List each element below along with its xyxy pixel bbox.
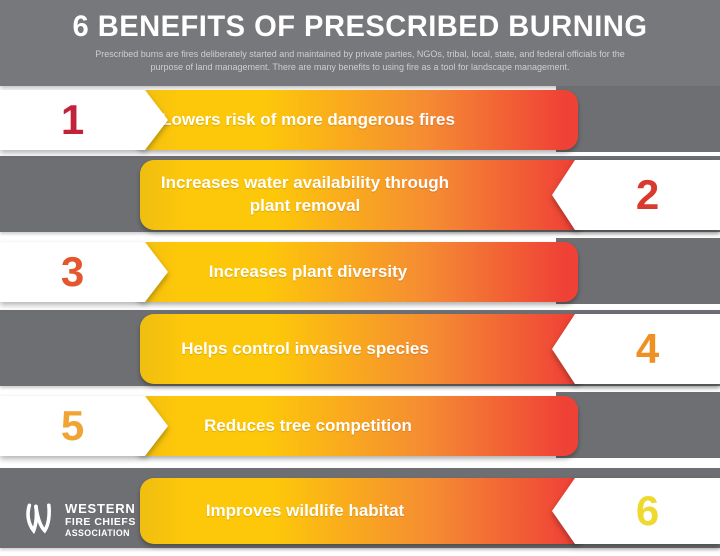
- benefit-banner: Helps control invasive species: [140, 314, 586, 384]
- benefit-label: Reduces tree competition: [204, 415, 412, 435]
- background-band: [556, 392, 720, 458]
- benefit-label: Lowers risk of more dangerous fires: [161, 109, 455, 129]
- benefit-banner: Lowers risk of more dangerous fires: [133, 90, 578, 150]
- page-title: 6 BENEFITS OF PRESCRIBED BURNING: [72, 10, 648, 43]
- background-band: [556, 238, 720, 304]
- logo: WESTERN FIRE CHIEFS ASSOCIATION: [22, 494, 148, 546]
- number-box: 4: [552, 314, 720, 384]
- number-box-shape: [552, 478, 720, 544]
- benefit-label: Helps control invasive species: [181, 338, 429, 358]
- benefit-number: 1: [60, 96, 85, 143]
- benefit-banner: Increases plant diversity: [133, 242, 578, 302]
- benefit-number: 4: [635, 325, 660, 372]
- number-box: 1: [0, 90, 168, 150]
- benefit-number: 6: [635, 487, 660, 534]
- logo-line: ASSOCIATION: [65, 528, 130, 539]
- flame-w-icon: [22, 495, 65, 546]
- benefit-banner: Increases water availability through pla…: [140, 160, 586, 230]
- number-box-shape: [0, 242, 168, 302]
- benefit-banner: Reduces tree competition: [133, 396, 578, 456]
- benefit-banner: Improves wildlife habitat: [140, 478, 586, 544]
- benefit-number: 5: [60, 402, 85, 449]
- number-box-shape: [0, 396, 168, 456]
- benefit-label: Increases water availability through pla…: [160, 173, 450, 215]
- header: 6 BENEFITS OF PRESCRIBED BURNING Prescri…: [0, 0, 720, 86]
- number-box: 2: [552, 160, 720, 230]
- benefit-number: 2: [635, 171, 660, 218]
- number-box: 5: [0, 396, 168, 456]
- number-box: 3: [0, 242, 168, 302]
- number-box-shape: [0, 90, 168, 150]
- number-box: 6: [552, 478, 720, 544]
- benefit-number: 3: [60, 248, 85, 295]
- logo-line: WESTERN: [65, 500, 136, 516]
- page-subtitle: Prescribed burns are fires deliberately …: [95, 49, 625, 73]
- logo-line: FIRE CHIEFS: [65, 515, 136, 528]
- number-box-shape: [552, 160, 720, 230]
- benefit-label: Improves wildlife habitat: [205, 500, 405, 520]
- background-band: [556, 86, 720, 152]
- benefit-label: Increases plant diversity: [208, 261, 408, 281]
- number-box-shape: [552, 314, 720, 384]
